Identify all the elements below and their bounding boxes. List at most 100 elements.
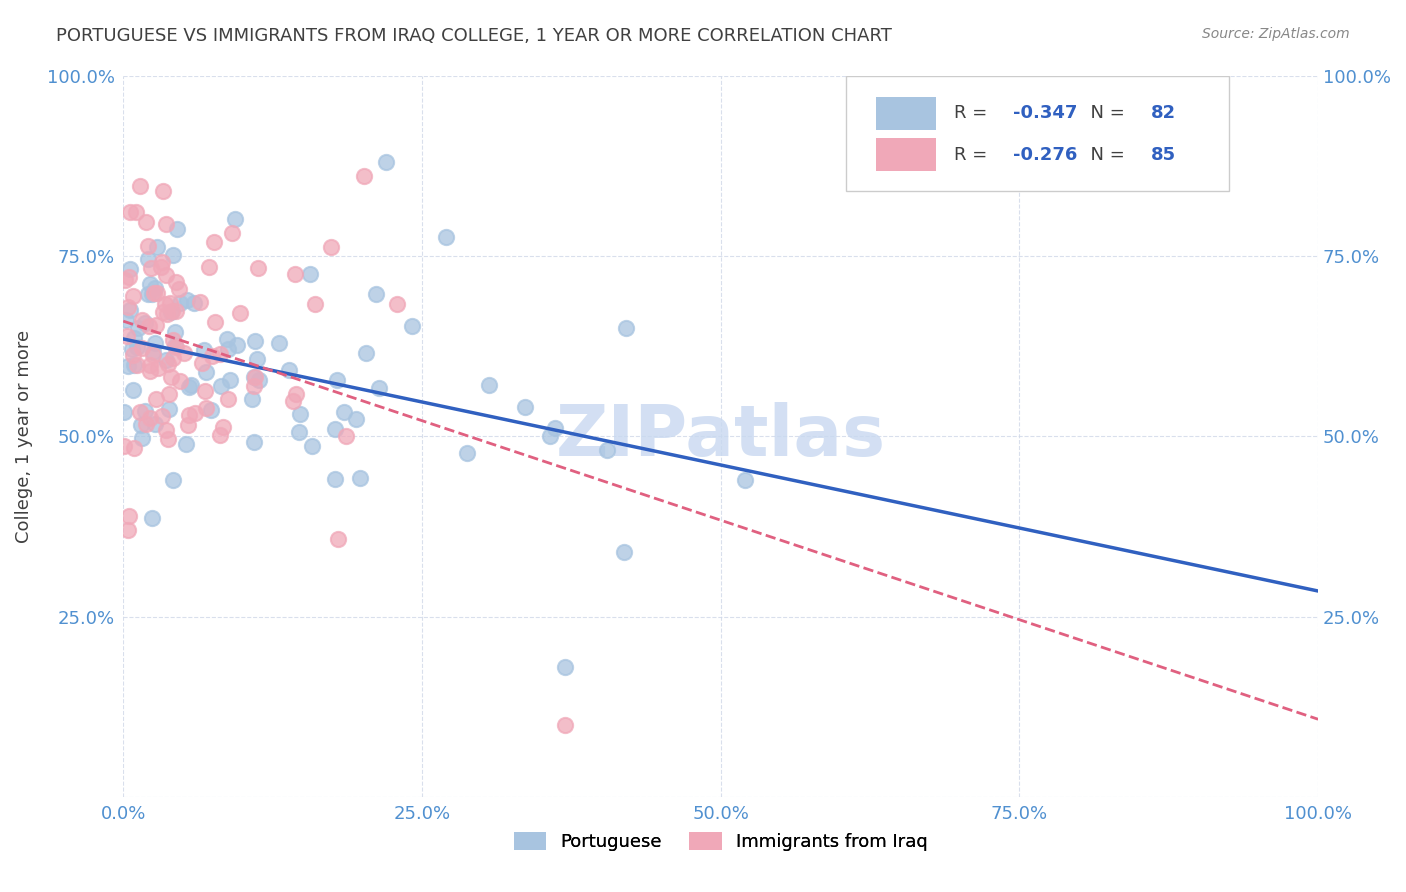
Text: Source: ZipAtlas.com: Source: ZipAtlas.com xyxy=(1202,27,1350,41)
Point xyxy=(243,370,266,384)
Point xyxy=(538,429,561,443)
Point xyxy=(177,408,200,422)
Point xyxy=(194,401,217,415)
Point xyxy=(321,240,343,254)
Point xyxy=(267,335,290,350)
Point xyxy=(284,267,307,281)
Point xyxy=(166,222,188,236)
Point xyxy=(366,287,388,301)
Point xyxy=(136,238,159,252)
Point xyxy=(204,315,226,329)
Point xyxy=(135,417,157,432)
Point xyxy=(145,318,167,333)
Point xyxy=(131,431,153,445)
Point xyxy=(146,360,169,375)
Point xyxy=(157,357,180,371)
Point xyxy=(169,296,191,310)
Point xyxy=(165,340,187,354)
Y-axis label: College, 1 year or more: College, 1 year or more xyxy=(15,330,32,543)
Point xyxy=(127,358,149,372)
Point xyxy=(117,269,139,284)
Point xyxy=(401,319,423,334)
Point xyxy=(211,420,233,434)
Point xyxy=(129,418,152,433)
Point xyxy=(134,403,156,417)
Text: -0.347: -0.347 xyxy=(1014,104,1078,122)
Point xyxy=(246,351,269,366)
Point xyxy=(288,425,311,439)
Point xyxy=(169,374,191,388)
Point xyxy=(160,369,183,384)
Point xyxy=(368,381,391,395)
Point xyxy=(156,307,179,321)
Point xyxy=(167,282,190,296)
Point xyxy=(145,392,167,406)
Point xyxy=(221,226,243,240)
Point xyxy=(117,301,139,315)
Point xyxy=(128,405,150,419)
Point xyxy=(188,294,211,309)
Point xyxy=(117,359,139,373)
Point xyxy=(191,356,214,370)
Point xyxy=(176,417,198,432)
Point xyxy=(323,422,346,436)
Point xyxy=(121,342,143,356)
Point xyxy=(184,406,207,420)
Point xyxy=(136,286,159,301)
Text: 82: 82 xyxy=(1152,104,1175,122)
Point xyxy=(177,380,200,394)
Point xyxy=(456,446,478,460)
Point xyxy=(122,359,145,373)
Point xyxy=(138,319,160,334)
Point xyxy=(150,255,173,269)
Point xyxy=(141,510,163,524)
Point xyxy=(176,293,198,308)
Point xyxy=(143,417,166,431)
Point xyxy=(614,320,637,334)
Point xyxy=(165,325,187,339)
Point xyxy=(122,441,145,455)
Point xyxy=(242,379,264,393)
Point xyxy=(141,260,163,275)
Point xyxy=(243,334,266,349)
Point xyxy=(155,217,177,231)
Point xyxy=(152,185,174,199)
Text: R =: R = xyxy=(953,104,993,122)
Point xyxy=(209,379,232,393)
Point xyxy=(209,427,232,442)
Point xyxy=(245,370,267,384)
Text: R =: R = xyxy=(953,146,993,164)
Point xyxy=(349,470,371,484)
Point xyxy=(301,439,323,453)
Point xyxy=(162,333,184,347)
Point xyxy=(129,179,152,194)
Point xyxy=(734,473,756,487)
Point xyxy=(354,345,377,359)
Point xyxy=(613,545,636,559)
Point xyxy=(277,363,299,377)
Point xyxy=(141,345,163,359)
Point xyxy=(112,439,135,453)
Point xyxy=(142,347,165,361)
Text: -0.276: -0.276 xyxy=(1014,146,1078,164)
Point xyxy=(157,402,180,417)
Point xyxy=(145,286,167,301)
FancyBboxPatch shape xyxy=(876,138,936,170)
Point xyxy=(162,248,184,262)
Point xyxy=(195,365,218,379)
Point xyxy=(165,339,187,353)
Point xyxy=(215,332,238,346)
Point xyxy=(150,409,173,424)
Point xyxy=(166,303,188,318)
Point xyxy=(165,275,187,289)
Point xyxy=(139,277,162,292)
Point xyxy=(159,305,181,319)
Point xyxy=(515,400,537,414)
Point xyxy=(157,386,180,401)
Point xyxy=(173,346,195,360)
Point xyxy=(125,205,148,219)
Point xyxy=(335,428,357,442)
Point xyxy=(118,509,141,524)
Text: N =: N = xyxy=(1080,104,1130,122)
Point xyxy=(141,287,163,301)
